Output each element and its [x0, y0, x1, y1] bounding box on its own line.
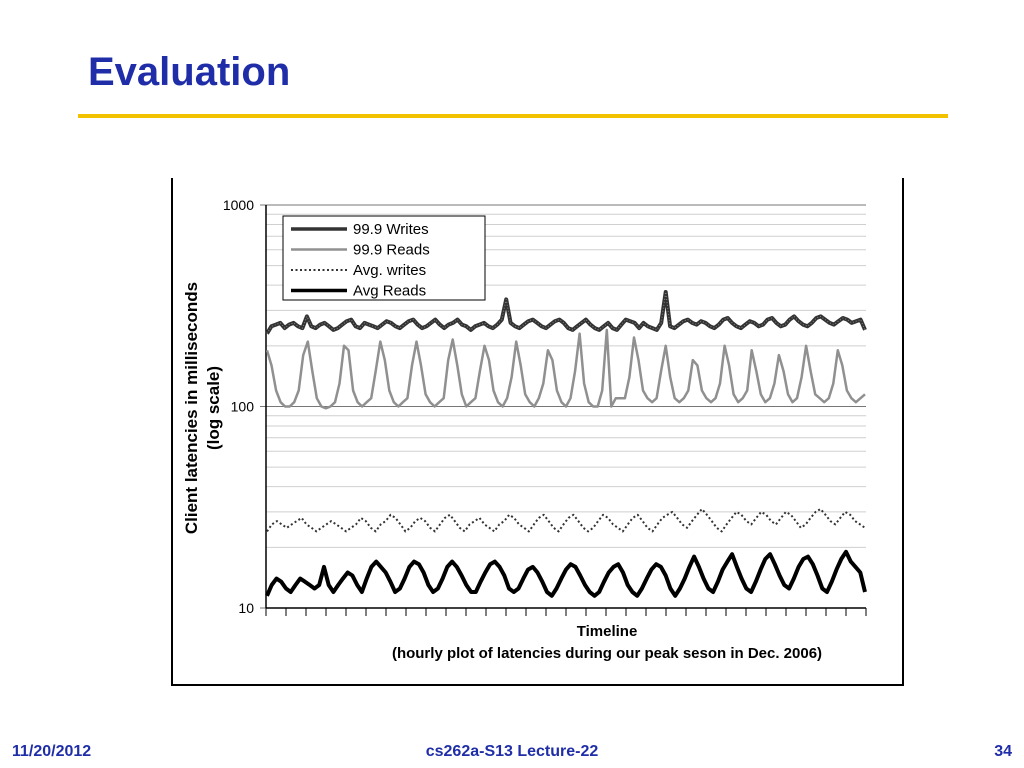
x-axis-title: Timeline (hourly plot of latencies durin…: [392, 623, 822, 662]
legend-label: 99.9 Reads: [353, 242, 430, 259]
y-tick-label: 1000: [223, 197, 254, 213]
chart-legend: 99.9 Writes 99.9 Reads Avg. writes Avg Read…: [282, 215, 486, 301]
x-axis-title-line-1: Timeline: [577, 623, 638, 640]
y-axis-title: Client latencies in milliseconds (log sc…: [182, 282, 223, 534]
series-line-avg-writes: [266, 508, 866, 533]
series-line-99-9-writes-texture: [266, 291, 866, 334]
footer-course-label: cs262a-S13 Lecture-22: [425, 743, 599, 760]
legend-label: Avg. writes: [353, 262, 426, 279]
series-line-99-9-reads: [265, 328, 866, 410]
y-axis-title-line-2: (log scale): [204, 366, 223, 450]
chart-figure: 1000 100 10 99.9 Writes 99.9 Reads Avg. writ…: [171, 178, 904, 686]
y-tick-label: 100: [231, 399, 255, 415]
footer-date: 11/20/2012: [12, 743, 92, 760]
y-axis-title-line-1: Client latencies in milliseconds: [182, 282, 201, 534]
x-axis-title-line-2: (hourly plot of latencies during our pea…: [392, 645, 822, 662]
slide-title: Evaluation: [88, 50, 291, 94]
chart-series-group: [265, 290, 867, 598]
footer-page-number: 34: [994, 743, 1012, 760]
y-tick-label: 10: [238, 600, 254, 616]
legend-label: 99.9 Writes: [353, 221, 429, 238]
latency-chart: 1000 100 10 99.9 Writes 99.9 Reads Avg. writ…: [182, 197, 867, 662]
series-line-avg-reads: [265, 549, 867, 598]
chart-axes: 1000 100 10: [223, 197, 867, 616]
legend-label: Avg Reads: [353, 283, 426, 300]
title-underline-rule: [78, 114, 948, 118]
